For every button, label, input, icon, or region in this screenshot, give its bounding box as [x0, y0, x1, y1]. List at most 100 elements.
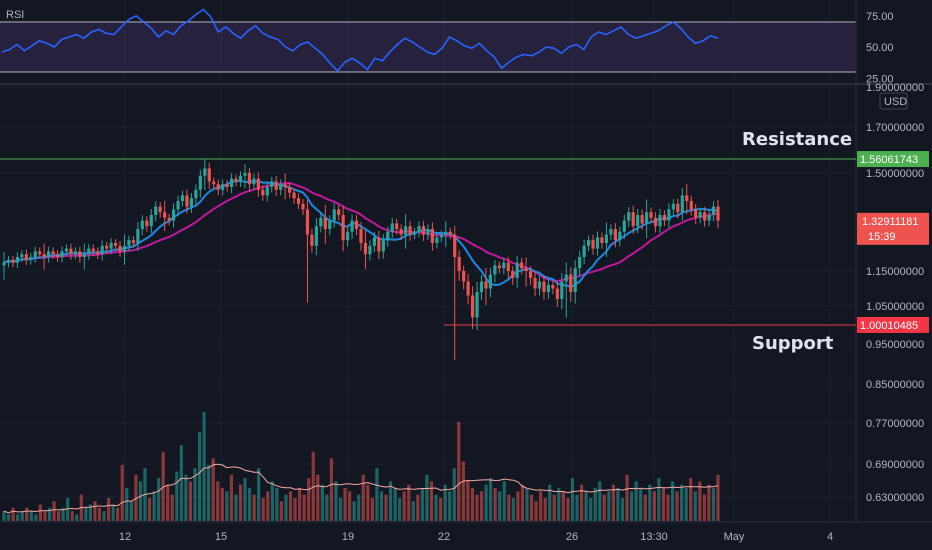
candle-body — [252, 178, 256, 185]
volume-bar — [329, 458, 334, 521]
price-tick-label: 1.50000000 — [866, 168, 924, 180]
volume-bar — [639, 488, 643, 521]
volume-bar — [388, 481, 393, 521]
candle-body — [595, 237, 600, 249]
volume-bar — [352, 501, 356, 521]
candle-body — [676, 203, 680, 213]
candle-body — [180, 195, 185, 201]
rsi-band — [0, 22, 856, 72]
candle-body — [618, 231, 622, 241]
volume-bar — [525, 488, 529, 521]
candle-body — [163, 212, 167, 218]
candle-body — [372, 237, 376, 246]
volume-bar — [311, 451, 315, 521]
candle-body — [274, 181, 278, 190]
countdown-label: 15:39 — [868, 231, 896, 243]
candle-body — [314, 226, 318, 246]
volume-bar — [116, 507, 120, 521]
candle-body — [270, 181, 274, 187]
candle-body — [653, 217, 658, 227]
candle-body — [399, 229, 403, 235]
volume-bar — [693, 491, 697, 521]
time-tick-label: 15 — [215, 531, 227, 543]
price-levels: 1.56061743 1.00010485 — [0, 151, 929, 333]
price-axis[interactable]: 1.90000000 1.70000000 1.50000000 1.15000000… — [857, 82, 929, 504]
volume-bar — [616, 488, 620, 521]
volume-bar — [529, 494, 534, 521]
volume-bar — [102, 511, 106, 521]
volume-bar — [93, 501, 97, 521]
candle-body — [555, 288, 559, 299]
candle-body — [350, 220, 354, 232]
candle-body — [488, 274, 493, 289]
candle-body — [578, 257, 582, 269]
candle-body — [564, 274, 568, 282]
volume-bar — [570, 478, 575, 521]
volume-bar — [684, 488, 688, 521]
candle-body — [649, 212, 653, 218]
volume-bar — [502, 481, 506, 521]
candle-body — [689, 201, 693, 210]
volume-bar — [666, 494, 670, 521]
candle-body — [404, 226, 408, 235]
volume-bar — [229, 474, 233, 521]
candle-body — [20, 254, 24, 257]
candle-body — [15, 257, 19, 263]
candle-body — [216, 184, 220, 190]
currency-label: USD — [884, 96, 907, 108]
candle-body — [560, 281, 564, 299]
candle-body — [716, 206, 720, 221]
candle-body — [185, 195, 189, 207]
candle-body — [64, 248, 69, 252]
volume-bar — [293, 497, 297, 521]
volume-bar — [402, 491, 406, 521]
candle-body — [256, 178, 260, 190]
candle-body — [105, 245, 109, 249]
volume-bar — [607, 491, 611, 521]
volume-bar — [611, 484, 616, 521]
candle-body — [91, 248, 95, 252]
volume-bar — [338, 497, 343, 521]
candle-body — [100, 245, 104, 255]
volume-bar — [379, 491, 384, 521]
candle-body — [613, 229, 617, 241]
candle-body — [707, 215, 711, 221]
volume-bar — [484, 484, 488, 521]
candle-body — [435, 237, 439, 243]
candle-body — [198, 175, 202, 190]
volume-bar — [429, 481, 434, 521]
candle-body — [60, 251, 64, 257]
volume-bar — [470, 488, 475, 521]
volume-bar — [498, 491, 502, 521]
candle-body — [2, 262, 6, 266]
candle-body — [78, 251, 82, 257]
candle-body — [381, 240, 385, 252]
volume-bar — [20, 511, 24, 521]
volume-bar — [343, 488, 347, 521]
candle-body — [203, 168, 207, 176]
candle-body — [412, 231, 417, 235]
volume-bar — [361, 474, 365, 521]
candle-body — [332, 209, 336, 221]
rsi-tick-label: 25.00 — [866, 73, 894, 85]
candle-body — [645, 212, 649, 224]
candle-body — [524, 268, 528, 271]
volume-bar — [111, 504, 115, 521]
grid-lines — [0, 0, 856, 522]
candle-body — [479, 281, 484, 292]
candle-body — [261, 189, 265, 196]
last-price-label: 1.32911181 — [862, 216, 918, 228]
currency-box[interactable] — [879, 92, 908, 110]
volume-bar — [593, 488, 597, 521]
volume-bar — [566, 497, 570, 521]
volume-bar — [52, 501, 56, 521]
candle-body — [38, 251, 42, 255]
volume-bar — [552, 494, 556, 521]
volume-bar — [134, 474, 138, 521]
candle-body — [430, 229, 434, 243]
time-axis[interactable]: 12 15 19 22 26 13:30 May 4 — [119, 531, 833, 543]
volume-bar — [307, 478, 311, 521]
volume-bar — [25, 507, 29, 521]
candle-body — [118, 245, 122, 252]
